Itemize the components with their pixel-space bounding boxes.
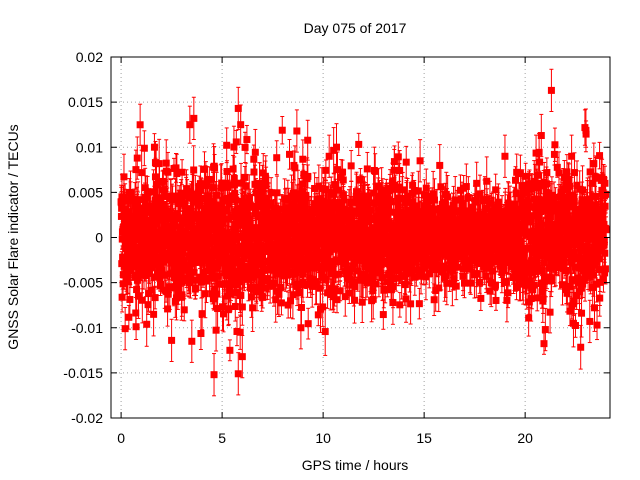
point-marker <box>243 136 250 143</box>
point-marker <box>199 310 206 317</box>
point-marker <box>224 168 231 175</box>
point-marker <box>273 154 280 161</box>
data-point <box>143 302 150 346</box>
point-marker <box>274 189 281 196</box>
data-point <box>139 278 146 323</box>
point-marker <box>165 291 172 298</box>
point-marker <box>152 294 159 301</box>
point-marker <box>197 330 204 337</box>
point-marker <box>223 142 230 149</box>
point-marker <box>213 327 220 334</box>
point-marker <box>186 121 193 128</box>
point-marker <box>226 347 233 354</box>
point-marker <box>250 169 257 176</box>
point-marker <box>211 165 218 172</box>
point-marker <box>213 192 220 199</box>
data-point <box>226 340 233 361</box>
data-series <box>118 69 610 396</box>
data-point <box>273 141 280 175</box>
point-marker <box>133 323 140 330</box>
data-point <box>279 116 286 143</box>
data-point <box>186 106 193 143</box>
data-point <box>197 317 204 349</box>
data-point <box>252 129 259 175</box>
data-point <box>151 134 158 161</box>
point-marker <box>237 292 244 299</box>
point-marker <box>279 127 286 134</box>
point-marker <box>126 296 133 303</box>
point-marker <box>150 311 157 318</box>
point-marker <box>181 306 188 313</box>
point-marker <box>190 166 197 173</box>
point-marker <box>230 166 237 173</box>
point-marker <box>237 329 244 336</box>
point-marker <box>225 305 232 312</box>
point-marker <box>242 144 249 151</box>
point-marker <box>143 321 150 328</box>
point-marker <box>141 145 148 152</box>
point-marker <box>278 299 285 306</box>
point-marker <box>252 149 259 156</box>
data-point <box>223 128 230 163</box>
point-marker <box>202 290 209 297</box>
data-point <box>220 296 227 332</box>
point-marker <box>138 169 145 176</box>
point-marker <box>239 303 246 310</box>
point-marker <box>120 173 127 180</box>
point-marker <box>137 121 144 128</box>
point-marker <box>125 314 132 321</box>
point-marker <box>164 169 171 176</box>
data-point <box>213 309 220 351</box>
data-point <box>179 160 186 185</box>
